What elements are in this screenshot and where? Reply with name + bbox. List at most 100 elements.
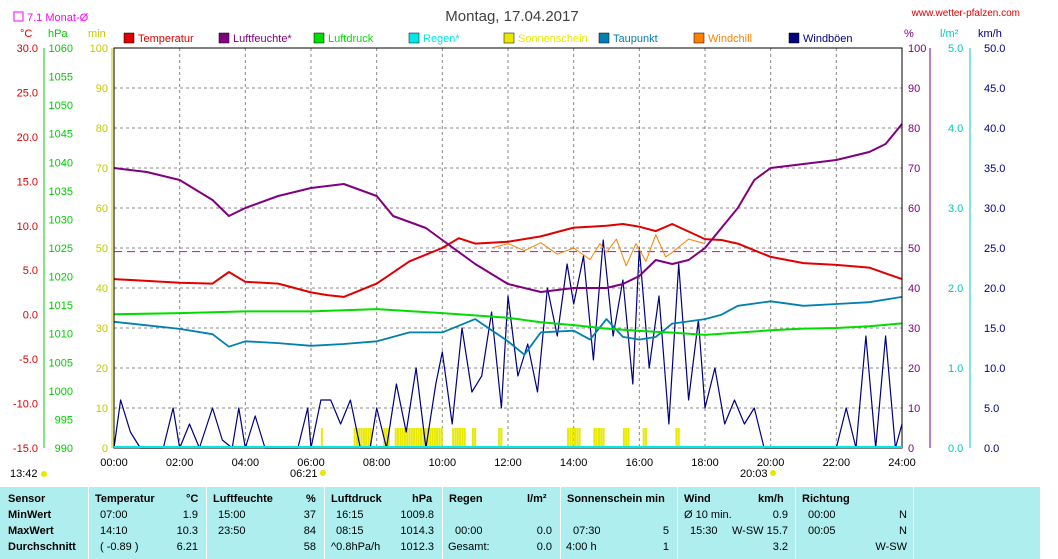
sunshine-bar <box>365 428 368 448</box>
sunshine-bar <box>358 428 361 448</box>
legend-label: Sonnenschein <box>518 33 588 45</box>
stats-divider <box>88 487 89 559</box>
tick-label-humidity: 50 <box>908 243 920 255</box>
stats-table: Sensor Temperatur °C Luftfeuchte % Luftd… <box>0 487 1040 559</box>
tick-label-sunshine: 100 <box>90 43 108 55</box>
stats-cell: 00:05 <box>808 525 836 537</box>
tick-label-sunshine: 40 <box>96 283 108 295</box>
tick-label-temperature: 10.0 <box>17 221 38 233</box>
stats-header-wind: Wind <box>684 493 711 505</box>
tick-label-humidity: 70 <box>908 163 920 175</box>
chart-title: Montag, 17.04.2017 <box>445 8 578 25</box>
stats-cell: 0.0 <box>536 525 552 537</box>
sunshine-bar <box>399 428 402 448</box>
axis-unit-temperature: °C <box>20 28 32 40</box>
tick-label-wind: 20.0 <box>984 283 1005 295</box>
tick-label-humidity: 100 <box>908 43 926 55</box>
stats-header-rain: Regen <box>449 493 483 505</box>
stats-cell: 84 <box>303 525 316 537</box>
tick-label-sunshine: 70 <box>96 163 108 175</box>
sunshine-bar <box>597 428 600 448</box>
sunshine-bar <box>677 428 680 448</box>
stats-cell: 1009.8 <box>400 509 434 521</box>
tick-label-humidity: 20 <box>908 363 920 375</box>
tick-label-pressure: 1005 <box>49 357 73 369</box>
stats-cell: ^0.8hPa/h <box>331 541 381 553</box>
legend-label: Luftfeuchte* <box>233 33 292 45</box>
tick-label-rain: 3.0 <box>948 203 963 215</box>
stats-header-sensor: Sensor <box>8 493 46 505</box>
sunshine-bar <box>454 428 457 448</box>
sunshine-bar <box>627 428 630 448</box>
stats-cell: 15.7 <box>766 525 788 537</box>
sunshine-bar <box>474 428 477 448</box>
stats-cell: 16:15 <box>336 509 364 521</box>
sunshine-bar <box>644 428 647 448</box>
tick-label-pressure: 1010 <box>49 329 73 341</box>
series-line-temperatur <box>113 223 903 298</box>
tick-label-wind: 40.0 <box>984 123 1005 135</box>
sunshine-bar <box>463 428 466 448</box>
tick-label-x: 20:00 <box>757 457 785 469</box>
sunshine-bar <box>459 428 462 448</box>
sunshine-bar <box>431 428 434 448</box>
stats-cell: 00:00 <box>455 525 483 537</box>
tick-label-x: 04:00 <box>232 457 260 469</box>
tick-label-wind: 30.0 <box>984 203 1005 215</box>
tick-label-pressure: 1035 <box>49 186 73 198</box>
stats-cell: 15:30 <box>690 525 718 537</box>
tick-label-x: 10:00 <box>429 457 457 469</box>
sunshine-bar <box>571 428 574 448</box>
stats-divider <box>206 487 207 559</box>
tick-label-temperature: -10.0 <box>13 399 38 411</box>
tick-label-pressure: 1060 <box>49 43 73 55</box>
sunshine-bar <box>569 428 572 448</box>
stats-cell: N <box>899 525 907 537</box>
website-link[interactable]: www.wetter-pfalzen.com <box>911 8 1020 19</box>
legend-swatch <box>123 32 135 44</box>
sunshine-bar <box>436 428 439 448</box>
tick-label-temperature: 5.0 <box>23 265 38 277</box>
stats-cell: 07:00 <box>100 509 128 521</box>
stats-cell: 08:15 <box>336 525 364 537</box>
tick-label-rain: 1.0 <box>948 363 963 375</box>
sunshine-bar <box>438 428 441 448</box>
tick-label-wind: 5.0 <box>984 403 999 415</box>
tick-label-sunshine: 60 <box>96 203 108 215</box>
stats-cell: ( -0.89 ) <box>100 541 139 553</box>
tick-label-rain: 2.0 <box>948 283 963 295</box>
stats-cell: 5 <box>662 525 669 537</box>
tick-label-pressure: 1025 <box>49 243 73 255</box>
tick-label-x: 00:00 <box>100 457 128 469</box>
stats-cell: N <box>899 509 907 521</box>
sunshine-bar <box>433 428 436 448</box>
stats-header-temp: Temperatur <box>95 493 155 505</box>
tick-label-pressure: 1055 <box>49 72 73 84</box>
series-line-luftdruck <box>113 308 903 336</box>
tick-label-humidity: 40 <box>908 283 920 295</box>
sunset-label: 20:03 <box>740 468 768 480</box>
tick-label-temperature: 30.0 <box>17 43 38 55</box>
legend-label: Luftdruck <box>328 33 374 45</box>
tick-label-x: 24:00 <box>888 457 916 469</box>
sunrise-label: 06:21 <box>290 468 318 480</box>
sunshine-bar <box>452 428 455 448</box>
month-avg-legend-box <box>13 11 24 22</box>
stats-header-hum: Luftfeuchte <box>213 493 273 505</box>
stats-cell: 1014.3 <box>400 525 434 537</box>
time-marker-label: 13:42 <box>10 468 38 480</box>
series-line-windben <box>113 239 903 449</box>
sunshine-bar <box>394 428 397 448</box>
stats-cell: 10.3 <box>176 525 198 537</box>
tick-label-x: 08:00 <box>363 457 391 469</box>
tick-label-wind: 25.0 <box>984 243 1005 255</box>
tick-label-x: 02:00 <box>166 457 194 469</box>
legend-swatch <box>313 32 325 44</box>
tick-label-wind: 10.0 <box>984 363 1005 375</box>
tick-label-humidity: 60 <box>908 203 920 215</box>
stats-cell: 0.9 <box>772 509 788 521</box>
month-avg-label: 7.1 Monat-Ø <box>27 12 89 24</box>
sunset-sun-icon <box>770 470 776 476</box>
tick-label-sunshine: 20 <box>96 363 108 375</box>
legend-swatch <box>408 32 420 44</box>
